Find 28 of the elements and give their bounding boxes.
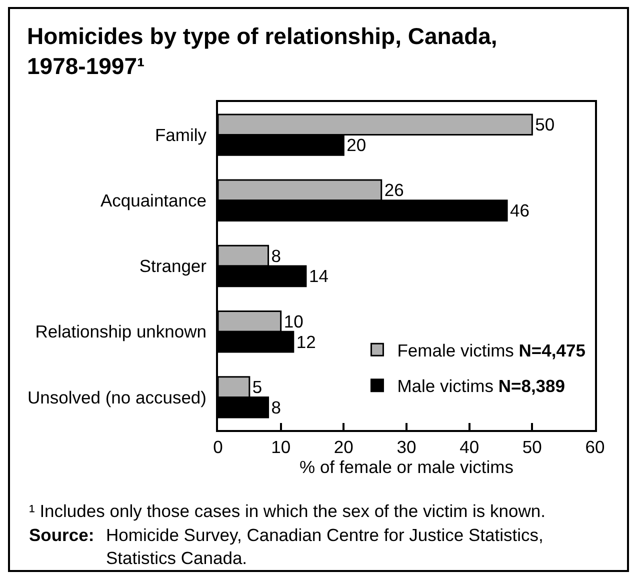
source-note: Source: Homicide Survey, Canadian Centre for Justice Statistics, Statistics Canada.	[29, 525, 544, 568]
y-tick-label: Family	[154, 124, 207, 145]
data-label: 8	[271, 246, 282, 266]
x-tick-label: 10	[271, 437, 291, 457]
data-label: 12	[296, 332, 316, 352]
data-label: 26	[384, 180, 404, 200]
data-label: 8	[271, 397, 282, 418]
x-tick-label: 30	[396, 437, 416, 457]
y-tick-label: Stranger	[139, 256, 207, 276]
x-tick-label: 60	[585, 437, 605, 457]
text: ¹ Includes only those cases in which the sex of the victim is known.	[29, 501, 546, 521]
y-tick-label: Acquaintance	[100, 190, 206, 211]
data-label: 20	[346, 134, 366, 155]
data-label: 5	[252, 377, 262, 398]
x-tick-label: 0	[213, 437, 224, 457]
data-label: 46	[510, 200, 530, 221]
x-axis-title: % of female or male victims	[300, 457, 514, 477]
y-tick-label: Relationship unknown	[35, 322, 206, 342]
x-tick-label: 50	[522, 437, 542, 457]
x-tick-label: 40	[460, 437, 480, 457]
legend-label: Female victims N=4,475	[397, 340, 586, 360]
y-tick-label: Unsolved (no accused)	[28, 387, 206, 408]
data-label: 14	[308, 266, 329, 286]
x-tick-label: 20	[334, 437, 354, 457]
chart-title: Homicides by type of relationship, Canada, 1978-1997¹	[27, 23, 498, 79]
data-label: 10	[284, 311, 304, 332]
legend-label: Male victims N=8,389	[397, 376, 566, 396]
data-label: 50	[535, 114, 555, 135]
